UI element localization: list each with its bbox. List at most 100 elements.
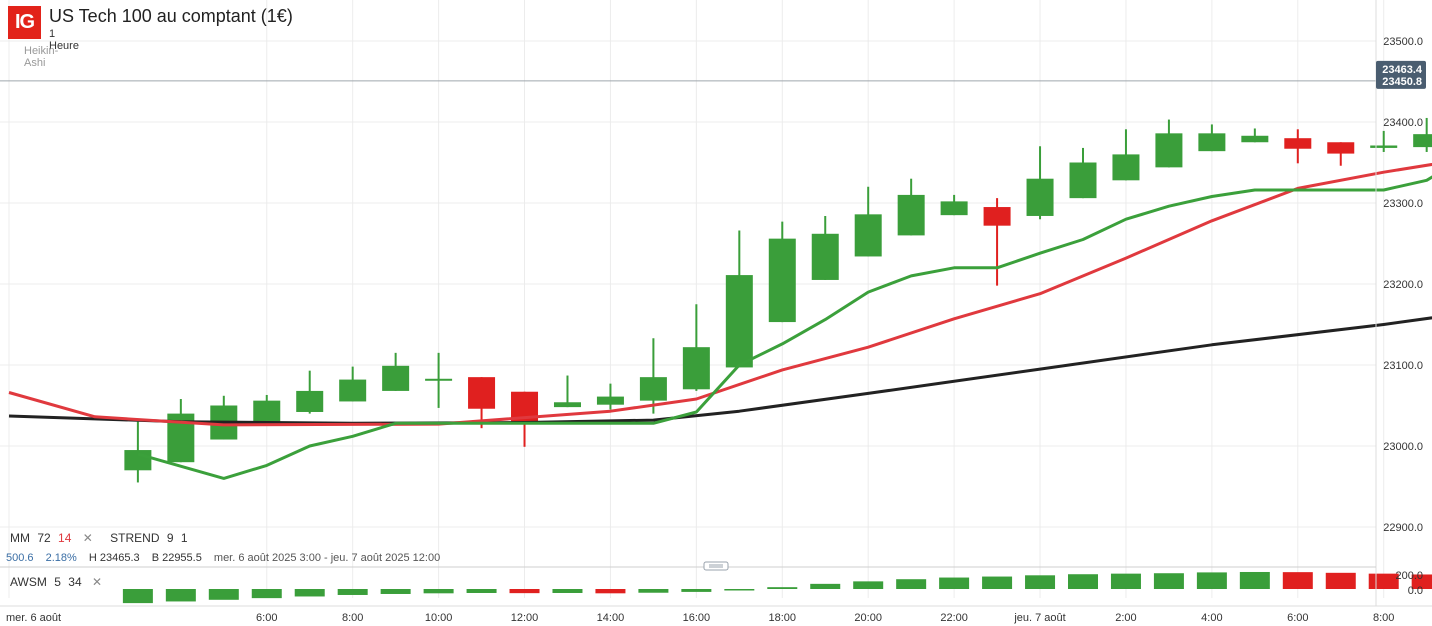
ma72-line	[8, 316, 1432, 425]
candle-body	[124, 450, 152, 471]
strend-multiplier: 1	[180, 531, 188, 545]
oscillator-bar	[1110, 573, 1141, 589]
mm-period-14: 14	[58, 531, 72, 545]
oscillator-bar	[767, 587, 798, 589]
low-value: B 22955.5	[151, 552, 202, 564]
y-tick-label: 23500.0	[1383, 36, 1423, 48]
oscillator-bar	[982, 576, 1013, 589]
oscillator-bar	[337, 589, 368, 595]
candle-body	[1413, 134, 1432, 148]
y-tick-label: 22900.0	[1383, 522, 1423, 534]
oscillator-bar	[1411, 574, 1432, 589]
awsm-label[interactable]: AWSM	[10, 575, 47, 589]
candle-body	[553, 402, 581, 408]
high-value: H 23465.3	[88, 552, 140, 564]
price-tag-current: 23450.8	[1382, 76, 1422, 88]
osc-zero-label: 0.0	[1408, 585, 1423, 597]
oscillator-bar	[122, 589, 153, 604]
supertrend-line	[137, 175, 1432, 480]
candle-body	[425, 378, 453, 381]
oscillator-bar	[1282, 572, 1313, 589]
candle-body	[1198, 133, 1226, 152]
close-mm-icon[interactable]: ✕	[82, 531, 93, 545]
oscillator-bar	[466, 589, 497, 593]
osc-top-label: 200.0	[1395, 570, 1423, 582]
candle-body	[1155, 133, 1183, 168]
main-indicators-legend: MM 72 14 ✕ STREND 9 1	[10, 531, 192, 545]
oscillator-bar	[294, 589, 325, 597]
change-percent: 2.18%	[45, 552, 77, 564]
x-tick-label: mer. 6 août	[6, 612, 61, 624]
strend-label[interactable]: STREND	[110, 531, 160, 545]
close-awsm-icon[interactable]: ✕	[91, 575, 103, 589]
oscillator-bar	[423, 589, 454, 594]
ma14-line	[8, 162, 1432, 427]
x-tick-label: 12:00	[511, 612, 539, 624]
x-tick-label: 6:00	[1287, 612, 1308, 624]
price-tag-high: 23463.4	[1382, 64, 1423, 76]
candle-body	[1026, 178, 1054, 216]
candle-body	[1069, 162, 1097, 199]
candle-body	[1327, 142, 1355, 154]
x-tick-label: 10:00	[425, 612, 453, 624]
candle-body	[854, 214, 882, 257]
grid	[0, 0, 1385, 598]
oscillator-bar	[1196, 572, 1227, 589]
date-range: mer. 6 août 2025 3:00 - jeu. 7 août 2025…	[213, 552, 441, 564]
candle-body	[682, 347, 710, 390]
y-tick-label: 23200.0	[1383, 279, 1423, 291]
oscillator-bar	[595, 589, 626, 594]
x-tick-label: 4:00	[1201, 612, 1222, 624]
candle-body	[382, 365, 410, 391]
candle-body	[253, 400, 281, 422]
x-tick-label: 8:00	[342, 612, 363, 624]
candle-body	[940, 201, 968, 216]
x-tick-label: 14:00	[597, 612, 625, 624]
change-value: 500.6	[6, 552, 34, 564]
chart-type-label: Heikin-Ashi	[24, 45, 59, 69]
oscillator-bar	[552, 589, 583, 593]
oscillator-panel	[122, 571, 1432, 604]
y-tick-label: 23100.0	[1383, 360, 1423, 372]
awsm-slow: 34	[68, 575, 82, 589]
oscillator-bar	[509, 589, 540, 594]
x-tick-label: 8:00	[1373, 612, 1394, 624]
oscillator-bar	[724, 589, 755, 591]
oscillator-bar	[638, 589, 669, 593]
oscillator-bar	[1368, 573, 1399, 589]
oscillator-bar	[939, 577, 970, 589]
mm-period-72: 72	[37, 531, 51, 545]
candle-body	[1112, 154, 1140, 181]
oscillator-legend: AWSM 5 34 ✕	[10, 575, 106, 589]
oscillator-bar	[1153, 573, 1184, 589]
oscillator-bar	[681, 589, 712, 592]
oscillator-bar	[1025, 575, 1056, 589]
x-tick-label: 16:00	[683, 612, 711, 624]
oscillator-bar	[1239, 571, 1270, 589]
panel-resize-handle-icon	[703, 561, 729, 571]
mm-label[interactable]: MM	[10, 531, 30, 545]
oscillator-bar	[208, 589, 239, 600]
oscillator-bar	[165, 589, 196, 602]
oscillator-bar	[1325, 572, 1356, 589]
price-tag-bg	[1376, 60, 1426, 89]
y-tick-label: 23000.0	[1383, 441, 1423, 453]
candles	[124, 117, 1432, 483]
timeframe-label[interactable]: 1 Heure	[49, 28, 79, 52]
awsm-fast: 5	[54, 575, 61, 589]
x-tick-label: 20:00	[854, 612, 882, 624]
x-tick-label: 22:00	[940, 612, 968, 624]
oscillator-bar	[896, 579, 927, 589]
oscillator-bar	[810, 583, 841, 589]
candle-body	[1241, 135, 1269, 143]
x-tick-label: 18:00	[769, 612, 797, 624]
candle-body	[811, 233, 839, 280]
instrument-title[interactable]: US Tech 100 au comptant (1€)	[49, 6, 293, 26]
candle-body	[983, 207, 1011, 226]
y-tick-label: 23300.0	[1383, 198, 1423, 210]
indicator-lines	[8, 162, 1432, 480]
candle-body	[296, 390, 324, 412]
candle-body	[768, 238, 796, 323]
oscillator-bar	[380, 589, 411, 594]
